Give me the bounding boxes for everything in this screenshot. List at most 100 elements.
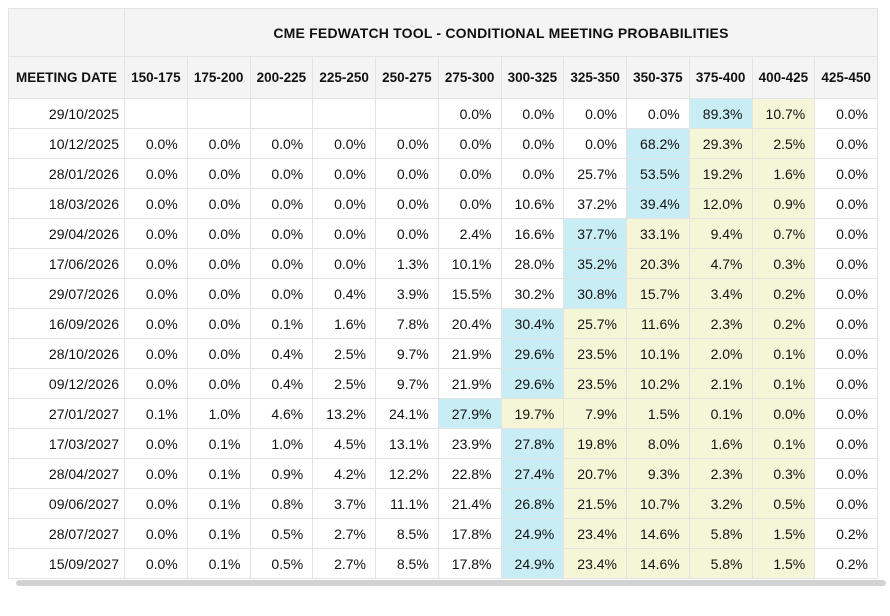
- probability-cell: 17.8%: [437, 548, 502, 579]
- probability-cell: 29.3%: [688, 128, 753, 159]
- probability-cell: 0.2%: [814, 518, 878, 549]
- probability-cell: 0.0%: [500, 128, 565, 159]
- meeting-date-cell: 09/06/2027: [8, 488, 125, 519]
- probability-cell: 0.1%: [688, 398, 753, 429]
- probability-cell: 0.0%: [124, 488, 188, 519]
- probability-cell: 0.4%: [249, 368, 314, 399]
- probability-cell: 3.9%: [375, 278, 439, 309]
- probability-cell: 25.7%: [563, 158, 627, 189]
- table-row: 28/10/2026 0.0% 0.0% 0.4% 2.5% 9.7% 21.9% 29.6%…: [8, 338, 878, 369]
- probability-cell: [124, 98, 188, 129]
- probability-cell: 0.0%: [814, 218, 878, 249]
- probability-cell: 0.0%: [186, 188, 251, 219]
- probability-cell: 0.0%: [814, 98, 878, 129]
- probability-cell: 9.7%: [375, 338, 439, 369]
- probability-cell: 0.0%: [814, 188, 878, 219]
- probability-cell: 2.5%: [312, 338, 376, 369]
- probability-cell: 89.3%: [688, 98, 753, 129]
- probability-cell: 0.5%: [751, 488, 816, 519]
- rate-range-header: 400-425: [751, 56, 816, 99]
- probability-cell: 30.4%: [500, 308, 565, 339]
- probability-cell: 14.6%: [626, 518, 690, 549]
- probability-cell: 2.3%: [688, 308, 753, 339]
- probability-cell: 27.4%: [500, 458, 565, 489]
- probability-cell: 10.2%: [626, 368, 690, 399]
- meeting-date-cell: 27/01/2027: [8, 398, 125, 429]
- rate-range-header: 150-175: [124, 56, 188, 99]
- horizontal-scrollbar[interactable]: [16, 580, 886, 586]
- probability-cell: 21.4%: [437, 488, 502, 519]
- corner-cell: [8, 8, 125, 57]
- probability-cell: 0.0%: [814, 368, 878, 399]
- probability-cell: 8.0%: [626, 428, 690, 459]
- probability-cell: 7.9%: [563, 398, 627, 429]
- table-row: 17/06/2026 0.0% 0.0% 0.0% 0.0% 1.3% 10.1% 28.0%…: [8, 248, 878, 279]
- probability-cell: 0.0%: [249, 248, 314, 279]
- table-title: CME FEDWATCH TOOL - CONDITIONAL MEETING …: [124, 8, 878, 57]
- probability-cell: 0.0%: [814, 488, 878, 519]
- probability-cell: 0.0%: [124, 548, 188, 579]
- probability-cell: 33.1%: [626, 218, 690, 249]
- probability-cell: 0.0%: [437, 128, 502, 159]
- probability-cell: 0.0%: [375, 218, 439, 249]
- probability-cell: 0.2%: [751, 308, 816, 339]
- probability-cell: 0.0%: [437, 188, 502, 219]
- probability-cell: 68.2%: [626, 128, 690, 159]
- meeting-date-cell: 28/07/2027: [8, 518, 125, 549]
- rate-range-header: 300-325: [500, 56, 565, 99]
- probability-cell: 0.2%: [814, 548, 878, 579]
- probability-cell: 1.0%: [186, 398, 251, 429]
- meeting-date-cell: 28/01/2026: [8, 158, 125, 189]
- probability-cell: 29.6%: [500, 368, 565, 399]
- probability-cell: 35.2%: [563, 248, 627, 279]
- probability-cell: 0.0%: [186, 338, 251, 369]
- probability-cell: 19.2%: [688, 158, 753, 189]
- probability-cell: 10.7%: [626, 488, 690, 519]
- probability-cell: 1.5%: [751, 548, 816, 579]
- probability-cell: 4.5%: [312, 428, 376, 459]
- probability-cell: 0.0%: [124, 368, 188, 399]
- probability-cell: 0.0%: [249, 188, 314, 219]
- probability-cell: 53.5%: [626, 158, 690, 189]
- meeting-date-cell: 29/07/2026: [8, 278, 125, 309]
- probability-cell: 0.0%: [124, 248, 188, 279]
- probability-cell: 37.2%: [563, 188, 627, 219]
- probability-cell: 0.0%: [312, 128, 376, 159]
- probability-cell: 0.0%: [814, 128, 878, 159]
- probability-cell: 0.0%: [814, 158, 878, 189]
- probability-cell: 0.0%: [186, 278, 251, 309]
- probability-cell: 24.9%: [500, 518, 565, 549]
- probability-cell: 0.1%: [186, 488, 251, 519]
- probability-cell: 15.5%: [437, 278, 502, 309]
- probability-cell: 0.1%: [249, 308, 314, 339]
- probability-cell: 0.4%: [249, 338, 314, 369]
- probability-cell: 0.0%: [249, 158, 314, 189]
- probability-cell: 0.0%: [124, 128, 188, 159]
- probability-cell: 1.0%: [249, 428, 314, 459]
- probability-cell: 1.3%: [375, 248, 439, 279]
- probability-cell: 0.1%: [186, 548, 251, 579]
- probability-cell: 24.1%: [375, 398, 439, 429]
- probability-cell: 23.4%: [563, 518, 627, 549]
- probability-cell: 12.0%: [688, 188, 753, 219]
- probability-cell: 20.3%: [626, 248, 690, 279]
- probability-cell: 2.5%: [312, 368, 376, 399]
- probability-cell: 0.0%: [563, 128, 627, 159]
- probability-cell: 4.6%: [249, 398, 314, 429]
- probability-cell: 0.0%: [186, 248, 251, 279]
- probability-cell: [186, 98, 251, 129]
- probability-cell: 0.0%: [312, 188, 376, 219]
- probability-cell: 0.4%: [312, 278, 376, 309]
- probability-cell: 0.1%: [751, 368, 816, 399]
- probability-cell: 0.5%: [249, 518, 314, 549]
- probability-cell: 15.7%: [626, 278, 690, 309]
- probability-cell: 2.0%: [688, 338, 753, 369]
- table-row: 09/06/2027 0.0% 0.1% 0.8% 3.7% 11.1% 21.4% 26.8…: [8, 488, 878, 519]
- table-row: 18/03/2026 0.0% 0.0% 0.0% 0.0% 0.0% 0.0% 10.6% 3…: [8, 188, 878, 219]
- probability-cell: 0.0%: [312, 158, 376, 189]
- probability-cell: 21.5%: [563, 488, 627, 519]
- probability-cell: 23.4%: [563, 548, 627, 579]
- probability-cell: 0.0%: [814, 248, 878, 279]
- column-header-row: MEETING DATE 150-175 175-200 200-225 225-25…: [8, 56, 878, 99]
- probability-cell: 22.8%: [437, 458, 502, 489]
